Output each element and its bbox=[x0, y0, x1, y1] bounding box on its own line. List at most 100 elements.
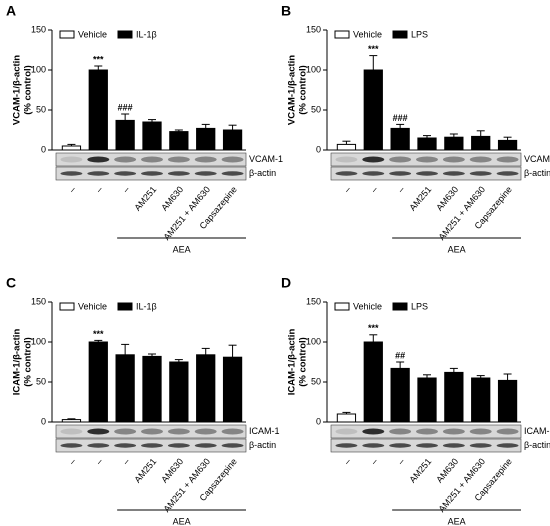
x-tick-label: AM251 bbox=[407, 456, 433, 484]
bar bbox=[497, 139, 518, 151]
y-tick-label: 100 bbox=[306, 64, 321, 74]
x-tick-label: – bbox=[396, 184, 407, 194]
blot-label: ICAM-1 bbox=[524, 426, 550, 436]
legend-swatch bbox=[334, 302, 350, 311]
x-tick-label: – bbox=[342, 184, 353, 194]
significance-label: ## bbox=[395, 350, 405, 360]
x-tick-label: AM251 bbox=[132, 456, 158, 484]
blot-band bbox=[389, 156, 412, 163]
panel-label: D bbox=[281, 275, 291, 291]
group-label: AEA bbox=[173, 516, 191, 526]
y-tick-label: 50 bbox=[36, 104, 46, 114]
bar bbox=[444, 371, 464, 423]
bar bbox=[363, 69, 383, 151]
group-label: AEA bbox=[173, 244, 191, 254]
blot-band bbox=[60, 428, 83, 435]
y-tick-label: 50 bbox=[36, 376, 46, 386]
blot-band bbox=[87, 428, 110, 435]
blot-band bbox=[221, 428, 244, 435]
bar bbox=[390, 367, 410, 423]
legend-label: Vehicle bbox=[353, 301, 382, 311]
blot-band bbox=[114, 428, 137, 435]
blot-band bbox=[60, 171, 83, 176]
legend-label: Vehicle bbox=[78, 29, 107, 39]
legend-swatch bbox=[117, 30, 133, 39]
bar bbox=[196, 127, 216, 151]
blot-band bbox=[141, 428, 163, 435]
blot-band bbox=[469, 171, 492, 176]
bar bbox=[390, 127, 410, 151]
blot-band bbox=[141, 443, 163, 448]
legend-swatch bbox=[59, 30, 75, 39]
blot-label: β-actin bbox=[524, 168, 550, 178]
blot-band bbox=[194, 428, 217, 435]
y-axis-label: ICAM-1/β-actin bbox=[12, 329, 23, 396]
x-tick-label: – bbox=[369, 184, 380, 194]
x-tick-label: AM630 bbox=[434, 184, 460, 212]
y-axis-label: VCAM-1/β-actin bbox=[12, 55, 23, 125]
legend-swatch bbox=[392, 302, 408, 311]
blot-label: β-actin bbox=[524, 440, 550, 450]
x-tick-label: AM630 bbox=[159, 184, 185, 212]
y-axis-label: (% control) bbox=[23, 65, 34, 115]
blot-band bbox=[442, 171, 465, 176]
blot-band bbox=[194, 171, 217, 176]
blot-band bbox=[335, 156, 358, 163]
legend-label: LPS bbox=[411, 301, 428, 311]
blot-band bbox=[87, 443, 110, 448]
panel: B 0 50 100 150 VCAM-1/β-actin (% control) Vehic… bbox=[281, 3, 550, 255]
significance-label: ### bbox=[393, 113, 408, 123]
bar bbox=[444, 136, 464, 151]
blot-band bbox=[87, 171, 110, 176]
bar bbox=[88, 341, 108, 423]
panel: C 0 50 100 150 ICAM-1/β-actin (% control) Vehic… bbox=[6, 275, 280, 526]
bar bbox=[417, 137, 437, 151]
y-tick-label: 50 bbox=[311, 104, 321, 114]
blot-band bbox=[114, 156, 137, 163]
blot-band bbox=[114, 171, 137, 176]
bar bbox=[417, 377, 437, 423]
blot-band bbox=[167, 443, 190, 448]
blot-band bbox=[469, 156, 492, 163]
blot-band bbox=[362, 171, 385, 176]
blot-label: β-actin bbox=[249, 168, 276, 178]
legend-label: IL-1β bbox=[136, 301, 157, 311]
y-tick-label: 150 bbox=[31, 24, 46, 34]
bar bbox=[471, 377, 491, 423]
y-axis-label: ICAM-1/β-actin bbox=[287, 329, 298, 396]
y-tick-label: 100 bbox=[31, 64, 46, 74]
blot-band bbox=[389, 443, 412, 448]
blot-band bbox=[362, 428, 385, 435]
blot-band bbox=[141, 156, 163, 163]
legend-swatch bbox=[59, 302, 75, 311]
blot-band bbox=[442, 156, 465, 163]
panel: A 0 50 100 150 VCAM-1/β-actin (% control) Vehic… bbox=[6, 3, 283, 255]
blot-band bbox=[416, 428, 438, 435]
blot-band bbox=[496, 171, 519, 176]
bar bbox=[222, 356, 243, 423]
blot-band bbox=[167, 428, 190, 435]
significance-label: ### bbox=[118, 102, 133, 112]
x-tick-label: – bbox=[369, 456, 380, 466]
y-tick-label: 150 bbox=[31, 296, 46, 306]
blot-band bbox=[362, 443, 385, 448]
blot-band bbox=[167, 156, 190, 163]
significance-label: *** bbox=[368, 44, 379, 54]
blot-band bbox=[221, 443, 244, 448]
legend-swatch bbox=[117, 302, 133, 311]
y-tick-label: 0 bbox=[316, 416, 321, 426]
blot-band bbox=[496, 443, 519, 448]
blot-band bbox=[60, 443, 83, 448]
panel-label: A bbox=[6, 3, 16, 19]
x-tick-label: AM251 bbox=[407, 184, 433, 212]
blot-band bbox=[167, 171, 190, 176]
y-tick-label: 0 bbox=[316, 144, 321, 154]
blot-band bbox=[335, 171, 358, 176]
blot-band bbox=[87, 156, 110, 163]
bar bbox=[88, 69, 108, 151]
x-tick-label: AM251 bbox=[132, 184, 158, 212]
blot-band bbox=[389, 428, 412, 435]
panel: D 0 50 100 150 ICAM-1/β-actin (% control) Vehic… bbox=[281, 275, 550, 526]
blot-band bbox=[496, 156, 519, 163]
blot-band bbox=[362, 156, 385, 163]
